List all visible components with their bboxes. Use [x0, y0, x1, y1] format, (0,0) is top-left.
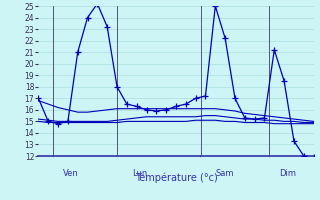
- Text: Sam: Sam: [215, 169, 234, 178]
- X-axis label: Température (°c): Température (°c): [135, 173, 217, 183]
- Text: Dim: Dim: [279, 169, 296, 178]
- Text: Lun: Lun: [132, 169, 147, 178]
- Text: Ven: Ven: [63, 169, 79, 178]
